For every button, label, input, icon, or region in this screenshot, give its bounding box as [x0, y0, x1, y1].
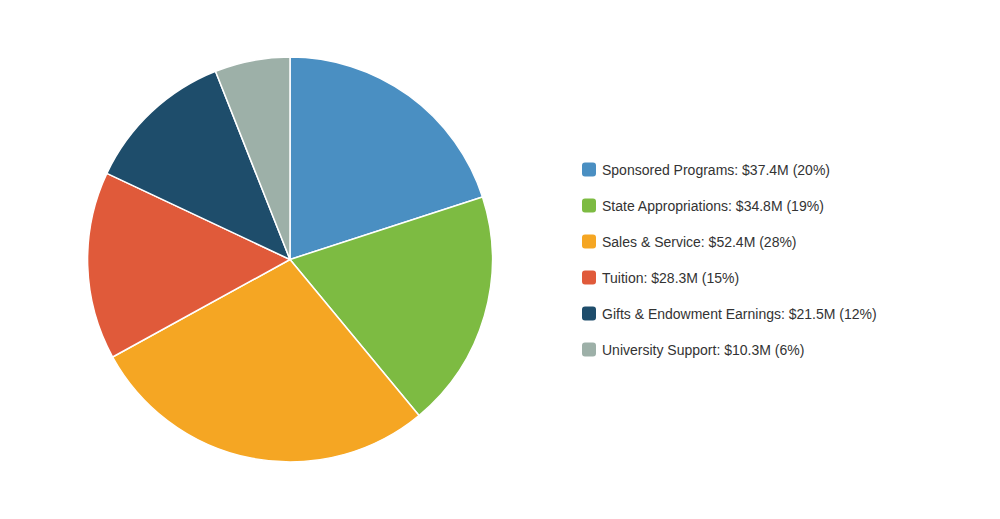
svg-text:Sales & Service: $52.4M (28%): Sales & Service: $52.4M (28%) [602, 234, 797, 250]
svg-text:Tuition: $28.3M (15%): Tuition: $28.3M (15%) [602, 270, 739, 286]
svg-text:Sponsored Programs: $37.4M (20: Sponsored Programs: $37.4M (20%) [602, 162, 830, 178]
svg-text:State Appropriations: $34.8M (: State Appropriations: $34.8M (19%) [602, 198, 824, 214]
svg-text:University Support: $10.3M (6%: University Support: $10.3M (6%) [602, 342, 804, 358]
svg-text:Gifts & Endowment Earnings: $2: Gifts & Endowment Earnings: $21.5M (12%) [602, 306, 877, 322]
